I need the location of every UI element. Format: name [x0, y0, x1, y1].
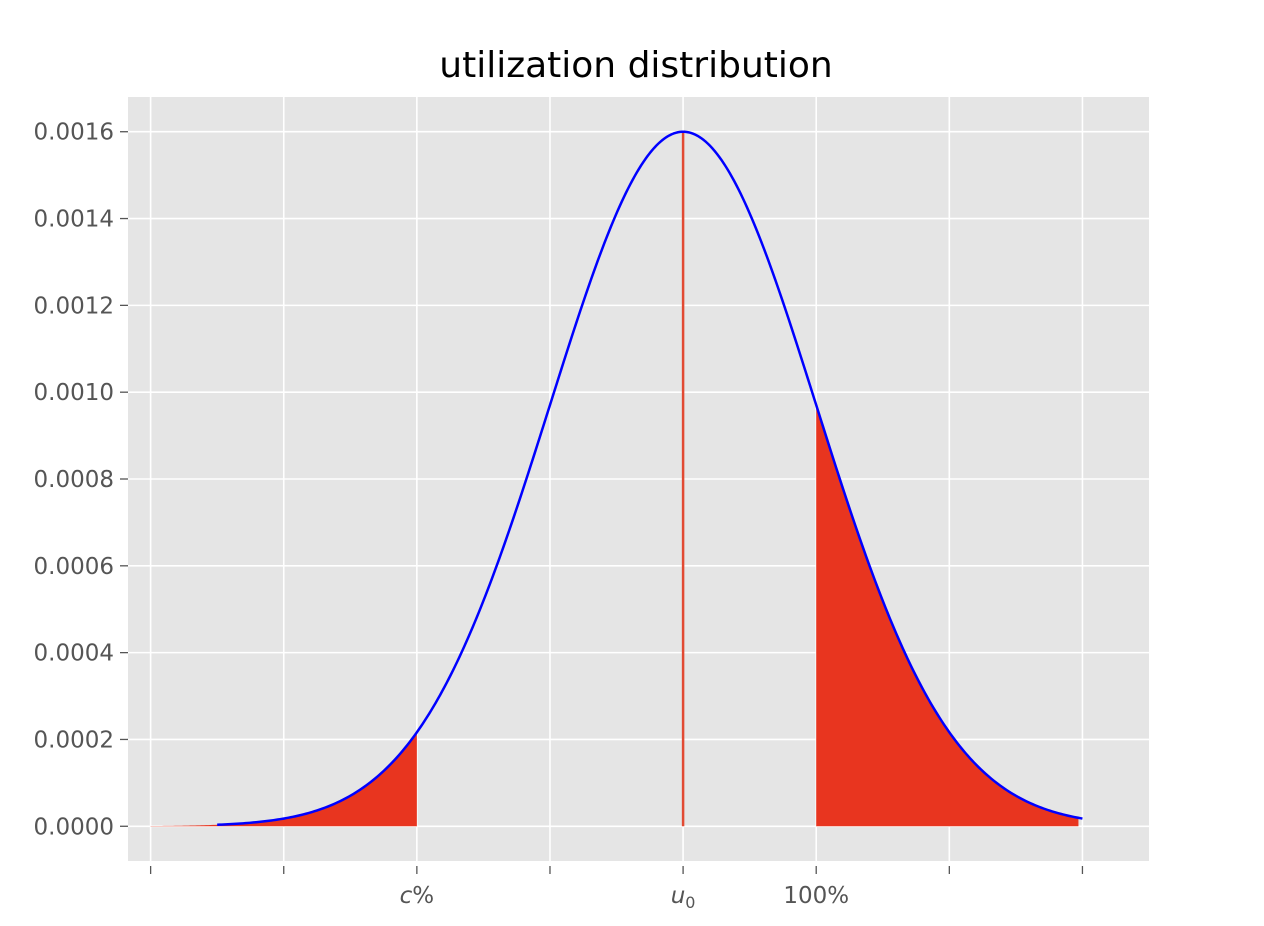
- grid-lines: [128, 97, 1149, 861]
- y-tick-label-7: 0.0014: [34, 207, 114, 233]
- shaded-tails: [150, 405, 1079, 827]
- x-axis: c% u0 100%: [149, 866, 1084, 912]
- shaded-region-left-tail: [150, 732, 417, 827]
- density-curve: [217, 130, 1083, 826]
- x-tick-label-5: 100%: [783, 883, 849, 909]
- y-tick-label-2: 0.0004: [34, 641, 114, 667]
- y-tick-label-8: 0.0016: [34, 120, 114, 146]
- y-tick-label-6: 0.0012: [34, 293, 114, 319]
- y-axis: 0.0000 0.0002 0.0004 0.0006 0.0008 0.0010 0.00…: [34, 120, 128, 840]
- y-tick-label-3: 0.0006: [34, 554, 114, 580]
- y-tick-label-1: 0.0002: [34, 727, 114, 753]
- shaded-region-right-tail: [816, 405, 1079, 827]
- y-tick-label-5: 0.0010: [34, 380, 114, 406]
- x-tick-label-4: u0: [671, 883, 696, 912]
- y-tick-label-4: 0.0008: [34, 467, 114, 493]
- chart-title: utilization distribution: [439, 45, 832, 86]
- y-tick-label-0: 0.0000: [34, 814, 114, 840]
- density-curve-line: [217, 130, 1083, 826]
- x-tick-label-2: c%: [400, 883, 435, 909]
